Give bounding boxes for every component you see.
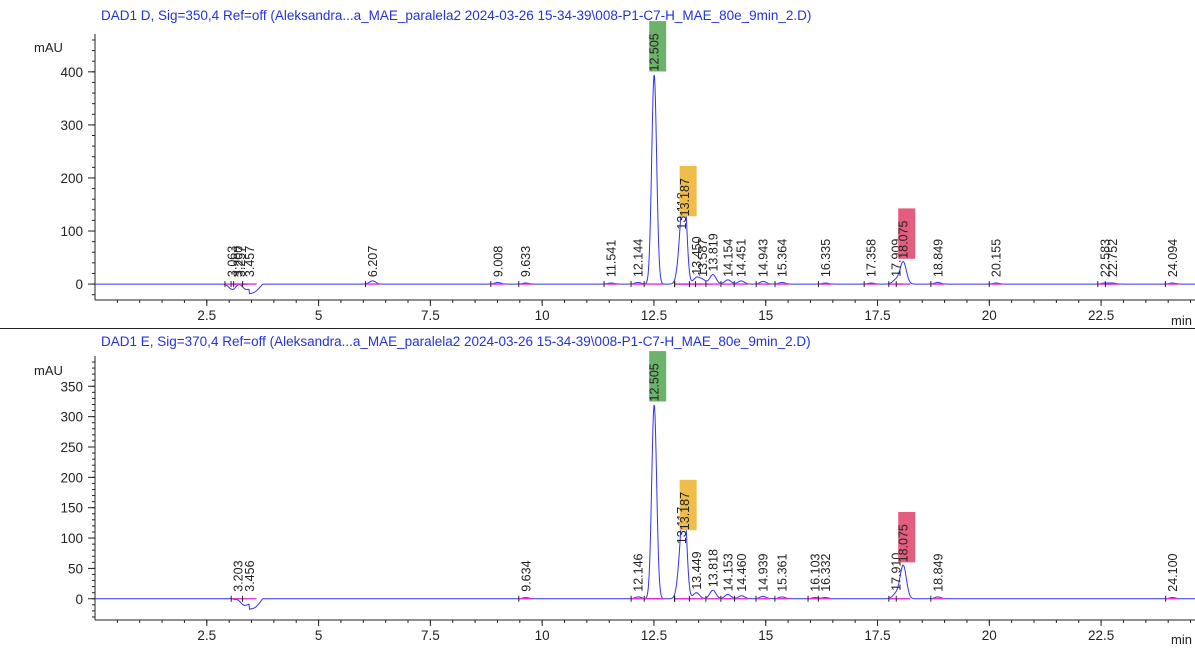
peak-label: 3.200 [232,246,246,277]
chromatogram-panel-dad1-d: DAD1 D, Sig=350,4 Ref=off (Aleksandra...… [34,8,1195,328]
panel-title: DAD1 E, Sig=370,4 Ref=off (Aleksandra...… [101,334,811,349]
peak-label: 11.541 [605,240,619,277]
peak-label: 14.939 [757,553,771,591]
x-unit-label: min [1171,313,1192,328]
x-tick-label: 20 [982,628,997,643]
x-tick-label: 17.5 [864,628,890,643]
y-tick-label: 400 [60,65,83,80]
peak-label: 3.203 [232,560,246,591]
peak-label: 18.849 [931,553,945,591]
x-tick-label: 12.5 [641,628,667,643]
peak-label: 12.144 [632,239,646,277]
x-tick-label: 7.5 [421,628,440,643]
y-tick-label: 200 [60,171,83,186]
peak-highlight [649,21,667,72]
peak-label: 14.154 [721,239,735,277]
peak-label: 16.103 [809,553,823,591]
peak-label: 13.819 [706,233,720,271]
x-tick-label: 22.5 [1088,628,1114,643]
peak-label: 22.752 [1106,239,1120,277]
peak-label: 22.583 [1098,239,1112,277]
peak-label: 16.335 [819,239,833,277]
peak-label: 13.818 [706,549,720,587]
x-tick-label: 2.5 [197,308,216,323]
peak-label: 13.450 [690,236,704,274]
peak-label: 9.634 [519,560,533,591]
panel-title: DAD1 D, Sig=350,4 Ref=off (Aleksandra...… [101,8,811,23]
peak-label: 3.457 [243,246,257,277]
peak-label: 16.332 [819,553,833,591]
peak-label: 15.361 [775,553,789,591]
peak-label: 14.153 [721,553,735,591]
y-tick-label: 100 [60,531,83,546]
y-tick-label: 250 [60,440,83,455]
x-tick-label: 12.5 [641,308,667,323]
x-tick-label: 22.5 [1088,308,1114,323]
peak-label: 13.187 [678,492,692,530]
y-tick-label: 0 [75,592,83,607]
x-tick-label: 20 [982,308,997,323]
x-tick-label: 17.5 [864,308,890,323]
peak-label: 9.008 [491,246,505,277]
peak-label: 13.187 [678,178,692,216]
peak-label: 24.094 [1166,239,1180,277]
peak-highlight [898,208,916,259]
x-tick-label: 5 [315,308,323,323]
peak-label: 18.075 [897,221,911,259]
peak-highlight [679,479,697,531]
peak-label: 3.456 [243,560,257,591]
y-tick-label: 200 [60,470,83,485]
peak-label: 13.449 [690,551,704,589]
y-tick-label: 350 [60,379,83,394]
peak-label: 12.505 [648,363,662,401]
x-tick-label: 5 [315,628,323,643]
peak-label: 14.451 [735,239,749,277]
x-tick-label: 10 [535,628,550,643]
peak-label: 9.633 [519,246,533,277]
peak-label: 6.207 [366,246,380,277]
y-unit-label: mAU [34,363,63,378]
peak-highlight [679,165,697,217]
y-tick-label: 300 [60,118,83,133]
peak-highlight [649,351,667,402]
peak-highlight [898,511,916,563]
peak-label: 14.943 [757,239,771,277]
y-tick-label: 300 [60,410,83,425]
peak-label: 18.075 [897,524,911,562]
x-tick-label: 7.5 [421,308,440,323]
peak-label: 24.100 [1166,553,1180,591]
y-tick-label: 100 [60,224,83,239]
peak-label: 15.364 [776,239,790,277]
y-tick-label: 50 [68,561,83,576]
x-tick-label: 10 [535,308,550,323]
y-tick-label: 150 [60,501,83,516]
peak-label: 14.460 [735,553,749,591]
chromatogram-panel-dad1-e: DAD1 E, Sig=370,4 Ref=off (Aleksandra...… [34,334,1195,647]
peak-label: 3.063 [225,246,239,277]
peak-label: 17.358 [865,239,879,277]
peak-label: 18.849 [931,239,945,277]
peak-label: 3.257 [234,246,248,277]
x-unit-label: min [1171,632,1192,647]
peak-label: 12.146 [632,553,646,591]
peak-label: 13.587 [696,239,710,277]
x-tick-label: 15 [758,628,773,643]
peak-label: 20.155 [990,239,1004,277]
y-unit-label: mAU [34,40,63,55]
y-tick-label: 0 [75,277,83,292]
x-tick-label: 2.5 [197,628,216,643]
peak-label: 12.505 [648,33,662,71]
x-tick-label: 15 [758,308,773,323]
